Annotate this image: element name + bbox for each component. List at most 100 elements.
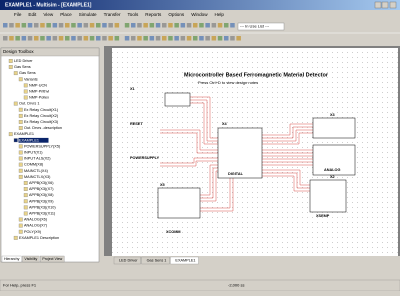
tree-item[interactable]: APPB(X3)(X6) — [29, 181, 54, 185]
tree-item[interactable]: NMP-Prithvi — [29, 90, 49, 94]
tree-icon[interactable] — [13, 101, 18, 106]
tree-icon[interactable] — [23, 83, 28, 88]
sheet-tab[interactable] — [170, 256, 199, 265]
menu-item[interactable]: View — [43, 12, 54, 17]
tree-item[interactable]: Ex Relay Circuit(X2) — [24, 114, 59, 118]
tree-icon[interactable] — [23, 181, 28, 185]
toolbar-button[interactable] — [149, 36, 155, 41]
tree-item[interactable]: Out. Drvrs -description — [24, 126, 62, 130]
toolbar-button[interactable] — [96, 36, 101, 41]
toolbar-button[interactable] — [193, 36, 198, 41]
toolbar-button[interactable] — [52, 23, 58, 28]
tree-icon[interactable] — [13, 138, 18, 143]
tree-item[interactable]: Ex Relay Circuit(X1) — [24, 108, 59, 112]
tree-icon[interactable] — [23, 187, 28, 191]
menu-item[interactable]: Simulate — [79, 12, 97, 17]
toolbar-button[interactable] — [89, 23, 95, 28]
toolbar-button[interactable] — [211, 36, 217, 41]
toolbar-button[interactable] — [199, 23, 204, 28]
toolbar-button[interactable] — [137, 23, 142, 28]
tree-item[interactable]: APPB(X3)(X8) — [29, 193, 54, 197]
toolbar-button[interactable] — [168, 36, 173, 41]
toolbar-button[interactable] — [27, 23, 33, 28]
tree-icon[interactable] — [18, 174, 23, 179]
toolbar-button[interactable] — [217, 36, 223, 41]
toolbar-button[interactable] — [162, 23, 167, 28]
tree-item[interactable]: MAINCTLX(X3) — [24, 175, 51, 179]
tree-item[interactable]: Variants — [24, 77, 38, 81]
toolbar-button[interactable] — [108, 23, 113, 28]
toolbar-button[interactable] — [9, 36, 14, 41]
toolbar-button[interactable] — [52, 36, 58, 41]
toolbar-button[interactable] — [186, 36, 192, 41]
toolbar-button[interactable] — [149, 23, 155, 28]
menu-item[interactable]: Edit — [28, 12, 37, 17]
toolbar-button[interactable] — [71, 36, 76, 41]
tree-icon[interactable] — [23, 89, 28, 94]
menu-item[interactable]: Place — [60, 12, 72, 17]
tree-item[interactable]: Gas Sens — [19, 71, 36, 75]
toolbar-button[interactable] — [211, 23, 217, 28]
toolbar-button[interactable] — [71, 23, 76, 28]
toolbar-button[interactable] — [205, 23, 210, 28]
toolbar-button[interactable] — [155, 23, 161, 28]
tree-item[interactable]: INPUT(X1) — [24, 151, 43, 155]
menu-item[interactable]: Window — [191, 12, 208, 17]
tree-icon[interactable] — [23, 205, 28, 210]
toolbar-button[interactable] — [96, 23, 101, 28]
toolbar-button[interactable] — [230, 23, 235, 28]
toolbar-button[interactable] — [168, 23, 173, 28]
tree-item[interactable]: NMP-UCN — [29, 83, 47, 87]
sheet-tab[interactable] — [141, 256, 170, 265]
sheet-tab[interactable] — [113, 256, 141, 265]
tree-icon[interactable] — [18, 217, 23, 222]
toolbar-button[interactable] — [180, 23, 186, 28]
toolbar-button[interactable] — [131, 36, 136, 41]
tree-icon[interactable] — [23, 199, 28, 204]
toolbar-button[interactable] — [40, 23, 45, 28]
toolbar-button[interactable] — [83, 23, 89, 28]
tree-item[interactable]: INPUT ALS(X2) — [24, 157, 51, 161]
toolbar-button[interactable] — [46, 36, 51, 41]
toolbar-button[interactable] — [102, 36, 107, 41]
tree-item[interactable]: APPB(X3)(X7) — [29, 187, 54, 191]
toolbar-button[interactable] — [131, 23, 136, 28]
toolbox-tab[interactable] — [22, 255, 40, 263]
toolbar-button[interactable] — [143, 23, 148, 28]
toolbar-button[interactable] — [162, 36, 167, 41]
tree-icon[interactable] — [8, 132, 13, 137]
tree-item[interactable]: APPB(X3)(X11) — [29, 212, 56, 216]
toolbar-button[interactable] — [205, 36, 210, 41]
toolbar-button[interactable] — [143, 36, 148, 41]
toolbar-button[interactable] — [108, 36, 113, 41]
tree-icon[interactable] — [23, 193, 28, 198]
menu-item[interactable]: Help — [215, 12, 225, 17]
tree-icon[interactable] — [18, 126, 23, 130]
toolbar-button[interactable] — [199, 36, 204, 41]
toolbar-button[interactable] — [155, 36, 161, 41]
tree-icon[interactable] — [18, 77, 23, 82]
toolbar-button[interactable] — [21, 23, 27, 28]
toolbar-button[interactable] — [224, 23, 229, 28]
toolbar-button[interactable] — [9, 23, 14, 28]
toolbox-tab[interactable] — [1, 255, 22, 263]
tree-icon[interactable] — [18, 150, 23, 155]
tree-icon[interactable] — [8, 59, 13, 63]
tree-icon[interactable] — [18, 229, 23, 234]
toolbar-button[interactable] — [174, 36, 179, 41]
toolbar-button[interactable] — [124, 23, 130, 28]
toolbox-tab[interactable] — [40, 255, 65, 263]
toolbar-button[interactable] — [217, 23, 223, 28]
menu-item[interactable]: Reports — [145, 12, 162, 17]
toolbar-button[interactable] — [46, 23, 51, 28]
toolbar-button[interactable] — [124, 36, 130, 41]
tree-icon[interactable] — [13, 235, 18, 240]
in-use-dropdown[interactable] — [237, 22, 285, 31]
tree-icon[interactable] — [8, 65, 13, 69]
toolbar-button[interactable] — [224, 36, 229, 41]
tree-item[interactable]: APPB(X3)(X9) — [29, 199, 54, 203]
tree-item[interactable]: NMP-Pollex — [29, 96, 49, 100]
toolbar-button[interactable] — [114, 23, 120, 28]
tree-item[interactable]: LED Driver — [14, 59, 33, 63]
toolbar-button[interactable] — [193, 23, 198, 28]
